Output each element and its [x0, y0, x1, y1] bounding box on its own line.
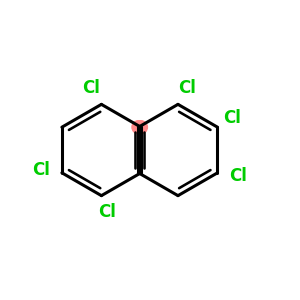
Text: Cl: Cl — [32, 161, 50, 179]
Text: Cl: Cl — [98, 202, 116, 220]
Text: Cl: Cl — [229, 167, 247, 185]
Text: Cl: Cl — [223, 109, 241, 127]
Circle shape — [132, 121, 145, 134]
Circle shape — [134, 121, 147, 134]
Text: Cl: Cl — [178, 80, 196, 98]
Text: Cl: Cl — [82, 80, 100, 98]
